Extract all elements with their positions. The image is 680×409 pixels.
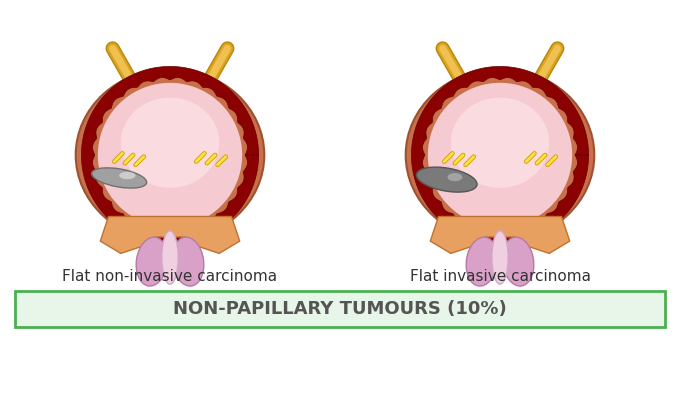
Ellipse shape: [172, 237, 204, 286]
Ellipse shape: [466, 237, 498, 286]
Ellipse shape: [492, 231, 508, 284]
Ellipse shape: [119, 172, 135, 179]
Text: Flat non-invasive carcinoma: Flat non-invasive carcinoma: [63, 269, 277, 284]
FancyBboxPatch shape: [15, 291, 665, 327]
Ellipse shape: [136, 237, 168, 286]
Polygon shape: [98, 83, 242, 227]
Ellipse shape: [121, 98, 219, 188]
Ellipse shape: [503, 237, 534, 286]
Polygon shape: [430, 216, 570, 254]
Polygon shape: [428, 83, 572, 227]
Ellipse shape: [162, 231, 178, 284]
Ellipse shape: [406, 69, 594, 241]
Ellipse shape: [447, 173, 462, 181]
Text: NON-PAPILLARY TUMOURS (10%): NON-PAPILLARY TUMOURS (10%): [173, 300, 507, 318]
Polygon shape: [101, 216, 239, 254]
Ellipse shape: [416, 167, 477, 192]
Ellipse shape: [75, 69, 265, 241]
Text: Flat invasive carcinoma: Flat invasive carcinoma: [409, 269, 590, 284]
Polygon shape: [411, 66, 589, 243]
Polygon shape: [82, 66, 258, 243]
Ellipse shape: [92, 168, 147, 188]
Ellipse shape: [451, 98, 549, 188]
